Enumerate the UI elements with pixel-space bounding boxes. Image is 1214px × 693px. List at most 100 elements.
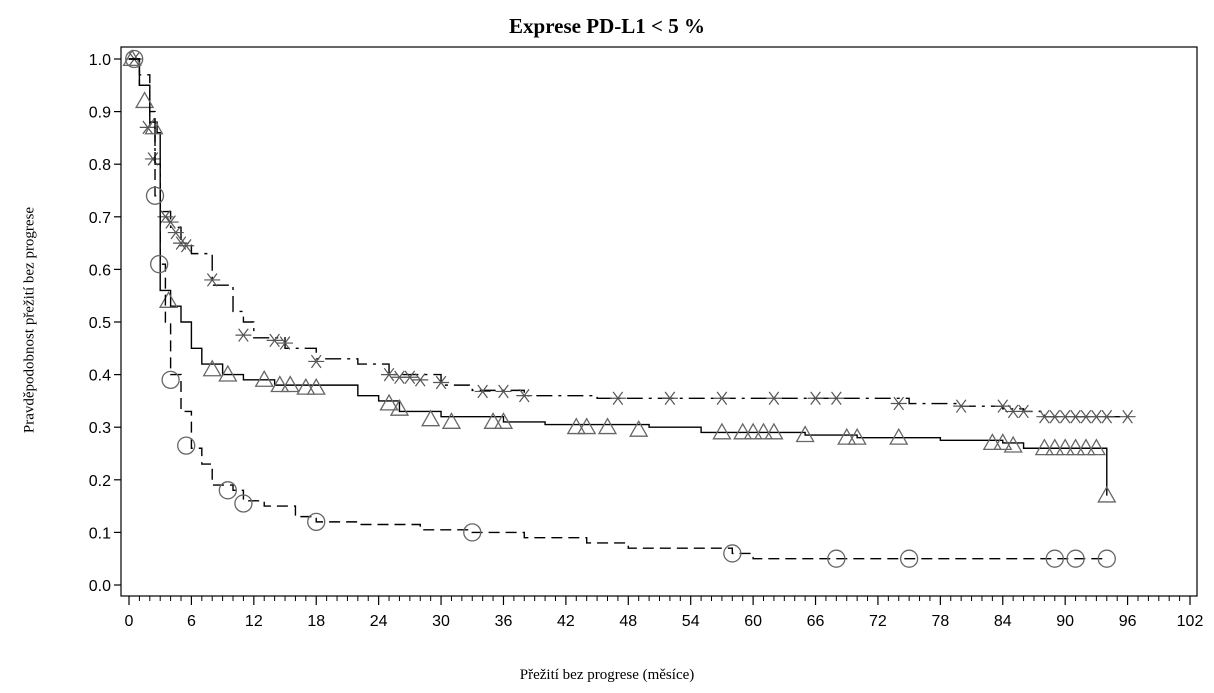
censor-triangle-marker bbox=[134, 91, 155, 109]
censor-triangle-marker bbox=[733, 422, 753, 440]
x-tick-label: 72 bbox=[869, 613, 887, 630]
censor-triangle-marker bbox=[1003, 435, 1023, 453]
censor-triangle-marker bbox=[1086, 438, 1107, 456]
asterisk-stroke bbox=[893, 396, 905, 411]
y-tick-label: 0.3 bbox=[89, 420, 111, 437]
censor-circle-marker bbox=[307, 512, 326, 532]
censor-asterisk-marker bbox=[1119, 409, 1136, 424]
asterisk-stroke bbox=[165, 215, 176, 229]
censor-asterisk-marker bbox=[433, 375, 450, 390]
censor-triangle-marker bbox=[306, 377, 326, 395]
asterisk-stroke bbox=[1007, 404, 1019, 419]
censor-asterisk-marker bbox=[167, 225, 184, 240]
asterisk-stroke bbox=[1049, 409, 1061, 424]
asterisk-stroke bbox=[383, 367, 395, 382]
asterisk-stroke bbox=[394, 370, 405, 384]
censor-asterisk-marker bbox=[162, 215, 179, 229]
asterisk-stroke bbox=[664, 391, 676, 406]
asterisk-stroke bbox=[269, 333, 280, 348]
censor-asterisk-marker bbox=[890, 396, 907, 411]
asterisk-stroke bbox=[170, 225, 182, 240]
asterisk-stroke bbox=[404, 370, 416, 384]
asterisk-stroke bbox=[716, 391, 728, 406]
censor-circle-marker bbox=[1097, 549, 1116, 568]
y-tick-label: 0.6 bbox=[89, 262, 111, 279]
x-tick-label: 60 bbox=[744, 613, 762, 630]
y-tick-label: 0.0 bbox=[89, 578, 111, 595]
censor-circle-marker bbox=[1066, 549, 1085, 568]
series-3-line bbox=[129, 58, 1107, 560]
censor-triangle-marker bbox=[597, 417, 618, 435]
y-tick-label: 0.2 bbox=[89, 473, 111, 490]
axes-layer: 0 6 12 18 24 30 36 42 48 54 60 66 72 78 84 90 96 102 0.0 0.… bbox=[89, 46, 1204, 630]
censor-triangle-marker bbox=[296, 377, 316, 395]
censor-circle-marker bbox=[723, 544, 742, 563]
x-tick-label: 30 bbox=[432, 613, 450, 630]
censor-triangle-marker bbox=[254, 370, 274, 387]
x-tick-label: 42 bbox=[557, 613, 575, 630]
x-tick-label: 48 bbox=[619, 613, 637, 630]
series-layer bbox=[122, 49, 1136, 568]
censor-triangle-marker bbox=[1076, 438, 1096, 456]
y-tick-label: 0.8 bbox=[89, 157, 111, 174]
censor-asterisk-marker bbox=[1098, 409, 1115, 424]
x-tick-label: 36 bbox=[495, 613, 513, 630]
x-tick-label: 18 bbox=[307, 613, 325, 630]
censor-triangle-marker bbox=[493, 412, 514, 429]
censor-circle-marker bbox=[150, 254, 169, 274]
x-tick-label: 66 bbox=[807, 613, 825, 630]
chart-title: Exprese PD-L1 < 5 % bbox=[509, 14, 705, 38]
censor-triangle-marker bbox=[1034, 438, 1054, 456]
x-tick-label: 0 bbox=[125, 613, 134, 630]
censor-triangle-marker bbox=[629, 420, 649, 437]
x-tick-label: 78 bbox=[931, 613, 949, 630]
x-tick-label: 102 bbox=[1177, 613, 1204, 630]
censor-circle-marker bbox=[899, 549, 919, 568]
censor-asterisk-marker bbox=[139, 120, 156, 135]
censor-circle-marker bbox=[218, 481, 237, 500]
censor-triangle-marker bbox=[1055, 438, 1075, 456]
censor-triangle-marker bbox=[218, 364, 238, 382]
censor-asterisk-marker bbox=[661, 391, 678, 406]
asterisk-stroke bbox=[206, 273, 218, 287]
censor-asterisk-marker bbox=[204, 273, 221, 287]
censor-triangle-marker bbox=[122, 49, 142, 67]
censor-asterisk-marker bbox=[516, 388, 533, 403]
censor-triangle-marker bbox=[1097, 485, 1117, 503]
asterisk-stroke bbox=[831, 391, 842, 406]
censor-asterisk-marker bbox=[178, 238, 195, 253]
censor-triangle-marker bbox=[379, 393, 399, 411]
censor-circle-marker bbox=[234, 494, 253, 513]
x-tick-label: 6 bbox=[187, 613, 196, 630]
censor-asterisk-marker bbox=[401, 370, 418, 384]
censor-circle-marker bbox=[145, 186, 165, 205]
x-tick-label: 24 bbox=[370, 613, 388, 630]
asterisk-stroke bbox=[1122, 409, 1133, 424]
censor-triangle-marker bbox=[743, 422, 763, 440]
asterisk-stroke bbox=[180, 238, 192, 253]
censor-asterisk-marker bbox=[308, 354, 325, 369]
series-2-line bbox=[129, 58, 1108, 496]
asterisk-stroke bbox=[435, 375, 447, 390]
censor-triangle-marker bbox=[982, 433, 1002, 451]
censor-asterisk-marker bbox=[953, 399, 970, 413]
censor-asterisk-marker bbox=[381, 367, 398, 382]
censor-triangle-marker bbox=[1065, 438, 1086, 456]
censor-triangle-marker bbox=[764, 422, 784, 440]
censor-asterisk-marker bbox=[713, 391, 730, 406]
asterisk-stroke bbox=[1101, 409, 1113, 424]
censor-triangle-marker bbox=[847, 427, 867, 445]
censor-asterisk-marker bbox=[277, 336, 294, 350]
censor-triangle-marker bbox=[753, 422, 774, 440]
censor-asterisk-marker bbox=[495, 384, 512, 399]
censor-circle-marker bbox=[125, 49, 144, 69]
asterisk-stroke bbox=[175, 236, 187, 250]
y-tick-label: 1.0 bbox=[89, 52, 111, 69]
y-tick-label: 0.7 bbox=[89, 210, 111, 227]
censor-asterisk-marker bbox=[144, 152, 161, 166]
censor-circle-marker bbox=[463, 523, 482, 542]
censor-circle-marker bbox=[161, 370, 180, 390]
x-axis-label: Přežití bez progrese (měsíce) bbox=[519, 667, 695, 683]
censor-circle-marker bbox=[177, 436, 196, 455]
